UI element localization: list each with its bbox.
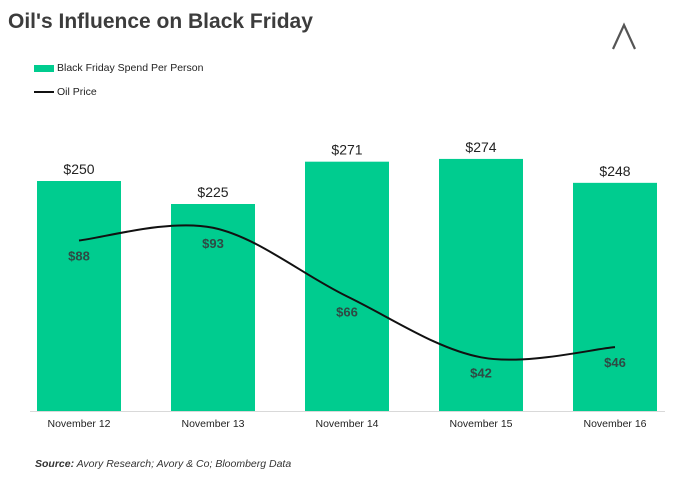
bar-value-label: $250 [63, 161, 94, 177]
x-tick-label: November 15 [449, 418, 512, 430]
x-tick-label: November 12 [47, 418, 110, 430]
legend-item-line: Oil Price [34, 86, 97, 98]
legend-line-swatch [34, 91, 54, 93]
legend-bar-swatch [34, 64, 54, 72]
legend-line-label: Oil Price [57, 86, 97, 98]
legend-bar-label: Black Friday Spend Per Person [57, 62, 204, 74]
oil-price-line [78, 224, 616, 361]
x-axis-tick-labels: November 12 November 13 November 14 Novembe… [47, 418, 646, 430]
legend-item-bar: Black Friday Spend Per Person [34, 62, 204, 74]
bar-4 [439, 158, 523, 411]
bar-series [37, 158, 657, 411]
bar-value-label: $248 [599, 163, 630, 179]
bar-5 [573, 182, 657, 411]
bar-value-label: $271 [331, 142, 362, 158]
source-note: Source: Avory Research; Avory & Co; Bloo… [35, 458, 291, 470]
line-value-labels: $88 $93 $66 $42 $46 [68, 236, 626, 381]
line-value-label: $42 [470, 365, 492, 380]
line-value-label: $88 [68, 248, 90, 263]
avory-logo-icon [612, 22, 636, 50]
line-value-label: $46 [604, 355, 626, 370]
bar-value-label: $225 [197, 184, 228, 200]
x-tick-label: November 14 [315, 418, 378, 430]
line-value-label: $66 [336, 304, 358, 319]
bar-value-label: $274 [465, 139, 496, 155]
bar-2 [171, 204, 255, 411]
x-tick-label: November 13 [181, 418, 244, 430]
bar-1 [37, 181, 121, 411]
source-prefix: Source: [35, 458, 75, 470]
line-value-label: $93 [202, 236, 224, 251]
x-tick-label: November 16 [583, 418, 646, 430]
bar-3 [305, 161, 389, 411]
chart-title: Oil's Influence on Black Friday [8, 10, 313, 33]
source-text: Avory Research; Avory & Co; Bloomberg Da… [74, 458, 292, 470]
bar-value-labels: $250 $225 $271 $274 $248 [63, 139, 630, 200]
